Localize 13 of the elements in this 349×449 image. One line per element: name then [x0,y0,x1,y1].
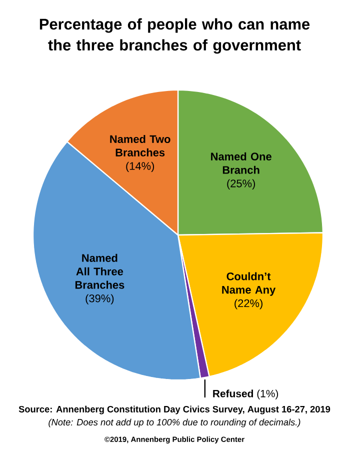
slice-label: Named Two Branches [110,134,170,156]
data-label: (14%) [126,162,154,172]
data-label: (1%) [257,390,278,400]
text: (Note: Does not add up to 100% due to rounding of decimals.) [48,418,300,428]
chart-title: Percentage of people who can name the three branches of government [40,18,310,54]
slice-label: Named One Branch [211,152,272,174]
data-label: (22%) [234,299,262,310]
slice-label: Named All Three Branches [75,254,124,289]
slice-label: Couldn’t Name Any [222,272,276,296]
data-label: (25%) [227,179,256,190]
slice-label: Refused [213,390,254,398]
data-label: (39%) [86,294,114,304]
source-note: Source: Annenberg Constitution Day Civics Survey, August 16-27, 2019 [18,406,330,414]
